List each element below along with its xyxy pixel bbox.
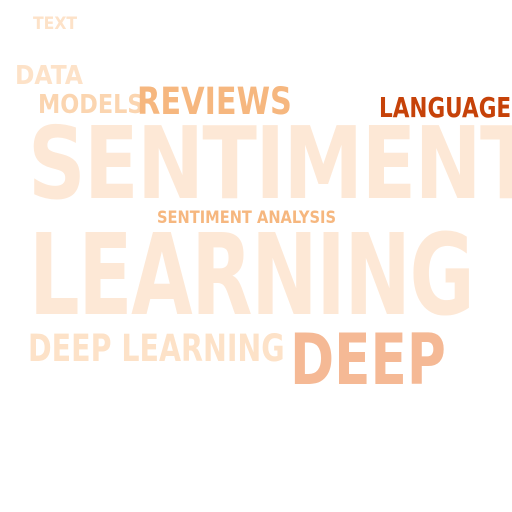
word-deep: DEEP bbox=[290, 319, 446, 401]
word-text: TEXT bbox=[33, 14, 78, 34]
word-sentiment-analysis: SENTIMENT ANALYSIS bbox=[157, 208, 337, 228]
word-models: MODELS bbox=[38, 90, 144, 120]
word-data: DATA bbox=[15, 61, 83, 91]
word-reviews: REVIEWS bbox=[137, 80, 292, 123]
word-deep-learning: DEEP LEARNING bbox=[28, 327, 285, 370]
word-learning: LEARNING bbox=[29, 211, 475, 341]
word-sentiment: SENTIMENT bbox=[28, 105, 512, 222]
word-language: LANGUAGE bbox=[379, 91, 512, 124]
